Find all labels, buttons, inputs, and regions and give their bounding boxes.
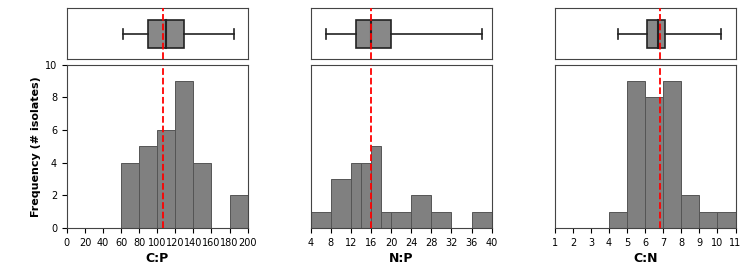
Bar xyxy=(361,163,371,228)
Bar xyxy=(371,146,381,228)
X-axis label: N:P: N:P xyxy=(389,252,413,265)
Bar xyxy=(311,212,331,228)
Bar xyxy=(148,20,184,48)
Bar xyxy=(139,146,158,228)
Bar xyxy=(472,212,492,228)
Bar xyxy=(647,20,665,48)
Bar xyxy=(121,163,139,228)
Y-axis label: Frequency (# isolates): Frequency (# isolates) xyxy=(30,76,41,217)
Bar xyxy=(718,212,736,228)
Bar xyxy=(609,212,627,228)
Bar xyxy=(193,163,212,228)
Bar xyxy=(175,81,193,228)
Bar xyxy=(412,195,432,228)
Bar xyxy=(351,163,361,228)
Bar xyxy=(663,81,681,228)
Bar xyxy=(356,20,391,48)
X-axis label: C:N: C:N xyxy=(633,252,658,265)
Bar xyxy=(432,212,452,228)
Bar xyxy=(391,212,412,228)
Bar xyxy=(381,212,391,228)
Bar xyxy=(331,179,351,228)
Bar xyxy=(158,130,175,228)
Bar xyxy=(230,195,247,228)
Bar xyxy=(699,212,718,228)
Bar xyxy=(645,97,663,228)
Bar xyxy=(681,195,699,228)
X-axis label: C:P: C:P xyxy=(146,252,169,265)
Bar xyxy=(627,81,645,228)
